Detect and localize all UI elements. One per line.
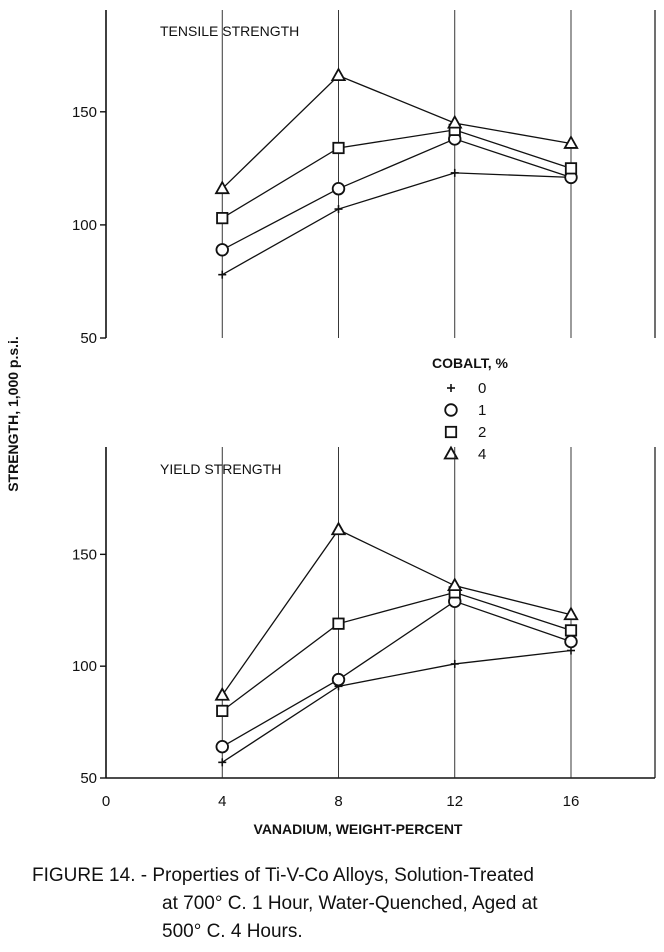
- point-cobalt-4-v8: [330, 521, 347, 536]
- point-cobalt-2-v16: [564, 162, 578, 175]
- x-axis-label: VANADIUM, WEIGHT-PERCENT: [254, 821, 463, 837]
- point-cobalt-4-v4: [214, 686, 230, 701]
- series-line-cobalt-2: [221, 129, 572, 219]
- point-cobalt-1-v8: [331, 672, 346, 687]
- y-tick-label-100: 100: [72, 658, 97, 675]
- caption-line-3: 500° C. 4 Hours.: [162, 921, 303, 942]
- legend: COBALT, % 0 1 2 4: [432, 355, 509, 463]
- y-tick-label-50: 50: [80, 770, 97, 787]
- series-line-cobalt-0: [221, 649, 572, 763]
- legend-label-cobalt-1: 1: [478, 402, 486, 419]
- panel-yield: 50 100 150 YIELD STRENGTH: [72, 447, 656, 787]
- x-tick-label-16: 16: [563, 793, 580, 810]
- point-cobalt-2-v8: [332, 141, 345, 155]
- series-line-cobalt-1: [221, 600, 572, 748]
- panel-title: YIELD STRENGTH: [160, 461, 281, 477]
- series-line-cobalt-4: [221, 528, 572, 696]
- x-tick-label-0: 0: [102, 793, 110, 810]
- x-tick-label-4: 4: [218, 793, 226, 810]
- point-cobalt-1-v16: [564, 634, 578, 649]
- point-cobalt-1-v4: [215, 739, 229, 754]
- point-cobalt-4-v4: [214, 180, 230, 195]
- point-cobalt-0-v4: [218, 758, 227, 767]
- figure-caption: FIGURE 14. - Properties of Ti-V-Co Alloy…: [32, 862, 652, 946]
- point-cobalt-1-v4: [215, 243, 229, 257]
- point-cobalt-2-v8: [332, 617, 345, 630]
- point-cobalt-1-v8: [331, 182, 346, 196]
- legend-marker-cobalt-2: [444, 425, 458, 439]
- y-tick-label-50: 50: [80, 330, 97, 347]
- y-tick-label-150: 150: [72, 104, 97, 121]
- point-cobalt-0-v4: [218, 270, 227, 279]
- point-cobalt-4-v12: [447, 577, 463, 592]
- point-cobalt-0-v12: [450, 168, 459, 177]
- point-cobalt-2-v4: [216, 212, 229, 225]
- panel-tensile: 50 100 150 TENSILE STRENGTH: [72, 10, 656, 347]
- legend-title: COBALT, %: [432, 355, 509, 371]
- y-axis-label: STRENGTH, 1,000 p.s.i.: [5, 336, 21, 492]
- caption-line-2: at 700° C. 1 Hour, Water-Quenched, Aged …: [162, 893, 538, 914]
- point-cobalt-0-v12: [450, 659, 459, 668]
- series-line-cobalt-0: [221, 172, 572, 276]
- point-cobalt-2-v4: [216, 704, 229, 718]
- y-tick-label-150: 150: [72, 546, 97, 563]
- legend-marker-cobalt-1: [444, 403, 458, 417]
- point-cobalt-4-v16: [563, 606, 579, 621]
- point-cobalt-4-v8: [330, 67, 347, 81]
- series-line-cobalt-2: [221, 591, 572, 712]
- point-cobalt-4-v16: [563, 135, 579, 149]
- legend-label-cobalt-2: 2: [478, 424, 486, 441]
- point-cobalt-2-v16: [564, 624, 578, 637]
- series-line-cobalt-1: [221, 138, 572, 251]
- point-cobalt-0-v8: [334, 205, 343, 214]
- x-tick-label-8: 8: [334, 793, 342, 810]
- legend-label-cobalt-4: 4: [478, 446, 486, 463]
- legend-marker-cobalt-4: [443, 445, 459, 460]
- legend-label-cobalt-0: 0: [478, 380, 486, 397]
- x-tick-label-12: 12: [446, 793, 463, 810]
- panel-title: TENSILE STRENGTH: [160, 23, 299, 39]
- series-line-cobalt-4: [221, 74, 572, 190]
- legend-marker-cobalt-0: [447, 384, 455, 392]
- point-cobalt-4-v12: [447, 114, 463, 129]
- y-tick-label-100: 100: [72, 217, 97, 234]
- caption-line-1: FIGURE 14. - Properties of Ti-V-Co Alloy…: [32, 865, 534, 886]
